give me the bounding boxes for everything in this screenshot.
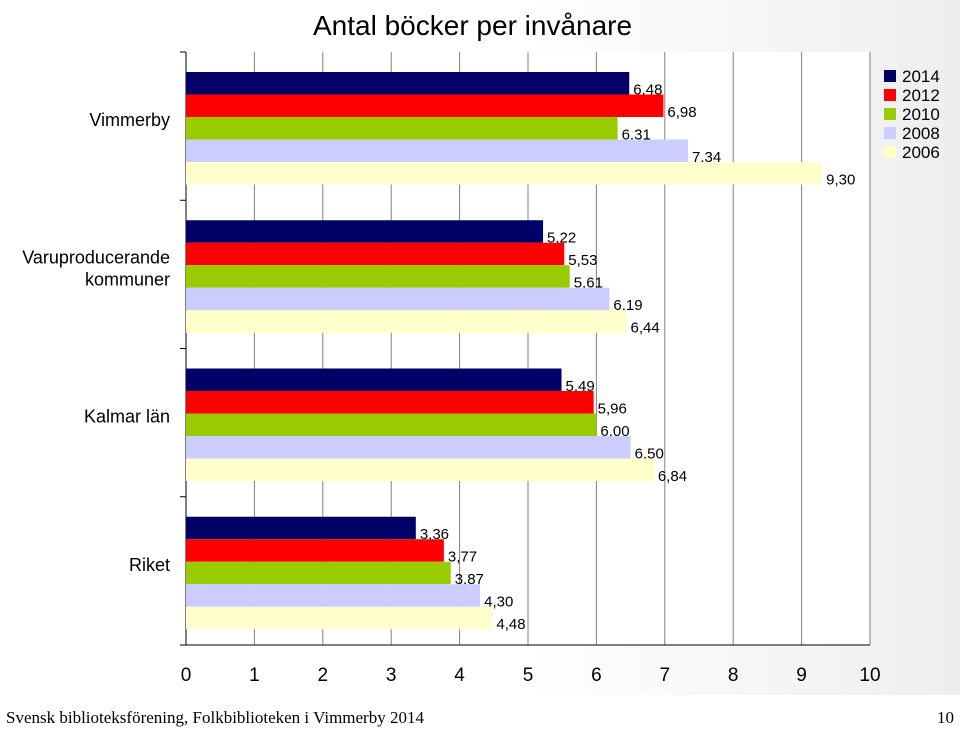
bar [186, 458, 654, 481]
x-tick-label: 0 [181, 665, 192, 686]
bar [186, 242, 565, 266]
bar [186, 413, 597, 436]
x-tick-label: 6 [591, 665, 602, 686]
bar [186, 539, 444, 562]
category-label: Kalmar län [84, 407, 170, 427]
data-label: 5,22 [547, 230, 576, 247]
data-label: 6,48 [633, 81, 662, 98]
data-label: 7,34 [692, 149, 721, 166]
bar [186, 516, 416, 540]
x-tick-label: 4 [454, 665, 465, 686]
bar [186, 561, 451, 585]
bar [186, 391, 594, 414]
bar [186, 139, 689, 162]
legend-swatch [884, 146, 896, 158]
data-label: 5,49 [566, 378, 595, 395]
data-label: 4,30 [484, 594, 513, 611]
category-label: Varuproducerande [22, 247, 170, 267]
data-label: 6,44 [630, 320, 659, 337]
bar [186, 606, 493, 630]
data-label: 5,61 [574, 275, 603, 292]
category-label: kommuner [85, 269, 170, 289]
data-label: 6,84 [658, 468, 687, 485]
legend-swatch [884, 70, 896, 82]
data-label: 6,19 [613, 297, 642, 314]
bar [186, 117, 618, 140]
x-tick-label: 3 [386, 665, 397, 686]
legend-swatch [884, 108, 896, 120]
bar [186, 265, 570, 288]
chart-title: Antal böcker per invånare [313, 10, 633, 41]
legend-label: 2008 [902, 124, 940, 143]
footer-source: Svensk biblioteksförening, Folkbibliotek… [6, 708, 424, 727]
data-label: 3,87 [455, 571, 484, 588]
x-tick-label: 1 [249, 665, 260, 686]
bar [186, 162, 823, 185]
data-label: 3,77 [448, 549, 477, 566]
legend-swatch [884, 127, 896, 139]
data-label: 6,00 [600, 423, 629, 440]
data-label: 5,96 [598, 400, 627, 417]
data-label: 3,36 [420, 526, 449, 543]
x-tick-label: 9 [796, 665, 807, 686]
bar [186, 287, 610, 311]
category-label: Vimmerby [89, 110, 170, 130]
legend-label: 2012 [902, 86, 940, 105]
x-tick-label: 7 [660, 665, 671, 686]
data-label: 6,98 [667, 104, 696, 121]
legend-swatch [884, 89, 896, 101]
category-label: Riket [129, 555, 170, 575]
x-tick-label: 10 [859, 665, 880, 686]
legend-label: 2014 [902, 67, 940, 86]
bar [186, 368, 562, 391]
x-tick-label: 5 [523, 665, 534, 686]
bar [186, 310, 627, 333]
data-label: 5,53 [568, 252, 597, 269]
bar [186, 584, 481, 607]
data-label: 6,31 [622, 126, 651, 143]
bar-chart: 6,48 6,98 6,31 7,34 9,30 Vimmerby 5,22 5,53 5,61… [22, 51, 940, 686]
data-label: 4,48 [496, 616, 525, 633]
data-label: 6,50 [635, 445, 664, 462]
page-number: 10 [937, 708, 954, 727]
bar [186, 94, 664, 117]
x-tick-label: 2 [318, 665, 329, 686]
bar [186, 436, 631, 459]
bar [186, 220, 544, 243]
legend-label: 2006 [902, 143, 940, 162]
legend-label: 2010 [902, 105, 940, 124]
bar [186, 72, 630, 95]
data-label: 9,30 [826, 171, 855, 188]
x-tick-label: 8 [728, 665, 739, 686]
